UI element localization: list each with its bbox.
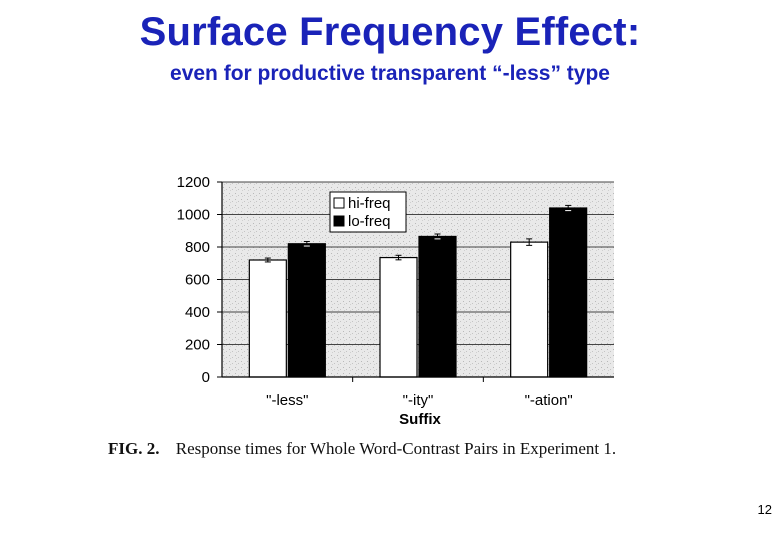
x-tick-label: "-less" — [266, 392, 308, 409]
legend-label: lo-freq — [348, 213, 391, 230]
bar-lo-freq — [549, 207, 588, 378]
bar-lo-freq — [287, 243, 326, 378]
y-tick-label: 200 — [185, 337, 210, 354]
y-tick-label: 600 — [185, 272, 210, 289]
axes: 0 200 400 600 800 1000 1200 "-less" "-ity" "-atio… — [177, 174, 614, 428]
y-tick-label: 0 — [202, 369, 210, 386]
legend-swatch — [333, 197, 345, 209]
bar-lo-freq — [418, 235, 457, 378]
y-tick-label: 1000 — [177, 207, 210, 224]
y-tick-label: 800 — [185, 239, 210, 256]
x-tick-label: "-ation" — [525, 392, 573, 409]
legend-swatch — [333, 215, 345, 227]
x-axis-title: Suffix — [399, 411, 441, 428]
legend-label: hi-freq — [348, 195, 391, 212]
page-number: 12 — [757, 502, 772, 517]
y-tick-label: 400 — [185, 304, 210, 321]
bar-hi-freq — [379, 256, 418, 378]
bar-hi-freq — [510, 241, 549, 378]
slide-title: Surface Frequency Effect: — [139, 10, 641, 54]
slide-subtitle: even for productive transparent “-less” … — [170, 62, 610, 85]
y-tick-label: 1200 — [177, 174, 210, 191]
figure-label: FIG. 2. — [108, 439, 160, 458]
bar-hi-freq — [248, 259, 287, 378]
figure-caption-text: Response times for Whole Word-Contrast P… — [175, 439, 617, 458]
figure-caption: FIG. 2. Response times for Whole Word-Co… — [108, 439, 748, 459]
gridlines — [222, 181, 614, 345]
bars — [248, 204, 588, 378]
x-tick-label: "-ity" — [403, 392, 434, 409]
